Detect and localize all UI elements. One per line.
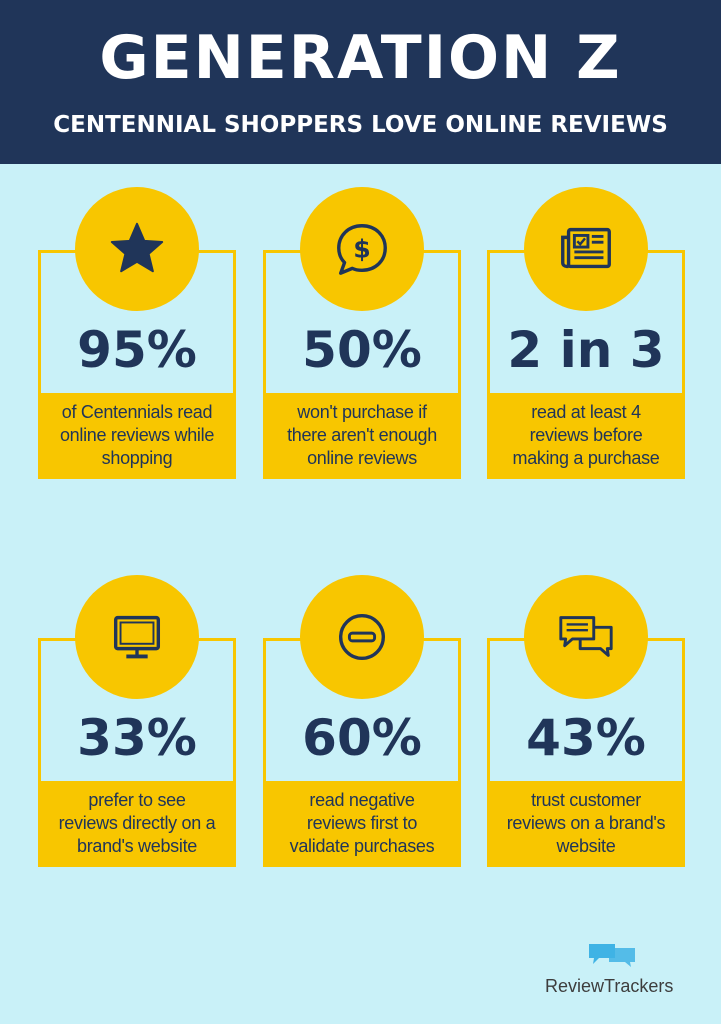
speech-bubbles-logo-icon bbox=[589, 944, 635, 967]
stat-value: 95% bbox=[77, 321, 197, 379]
stat-description-box: read at least 4 reviews before making a … bbox=[487, 393, 685, 477]
stat-value: 60% bbox=[302, 709, 422, 767]
stat-card: $ 50% won't purchase if there aren't eno… bbox=[263, 187, 461, 479]
stat-value: 43% bbox=[526, 709, 646, 767]
stat-card: 2 in 3 read at least 4 reviews before ma… bbox=[487, 187, 685, 479]
chat-bubbles-icon bbox=[559, 616, 613, 657]
stat-description: prefer to see reviews directly on a bran… bbox=[58, 789, 216, 856]
dollar-speech-bubble-icon: $ bbox=[337, 224, 387, 275]
header-banner: GENERATION Z CENTENNIAL SHOPPERS LOVE ON… bbox=[0, 0, 721, 164]
stat-card: 60% read negative reviews first to valid… bbox=[263, 575, 461, 867]
stat-card: 43% trust customer reviews on a brand's … bbox=[487, 575, 685, 867]
stat-card: 33% prefer to see reviews directly on a … bbox=[38, 575, 236, 867]
stat-description-box: read negative reviews first to validate … bbox=[263, 781, 461, 865]
stat-card: 95% of Centennials read online reviews w… bbox=[38, 187, 236, 479]
svg-text:$: $ bbox=[353, 235, 371, 264]
newspaper-icon bbox=[561, 227, 611, 269]
stat-description: won't purchase if there aren't enough on… bbox=[287, 401, 437, 468]
stat-value: 50% bbox=[302, 321, 422, 379]
stat-description-box: of Centennials read online reviews while… bbox=[38, 393, 236, 477]
minus-circle-icon bbox=[338, 613, 386, 661]
icon-circle bbox=[75, 187, 199, 311]
stat-description-box: prefer to see reviews directly on a bran… bbox=[38, 781, 236, 865]
computer-monitor-icon bbox=[113, 615, 161, 659]
stat-value: 2 in 3 bbox=[507, 321, 665, 379]
brand-name: ReviewTrackers bbox=[545, 976, 674, 996]
stat-value: 33% bbox=[77, 709, 197, 767]
stat-description-box: trust customer reviews on a brand's webs… bbox=[487, 781, 685, 865]
stat-description-box: won't purchase if there aren't enough on… bbox=[263, 393, 461, 477]
page-title: GENERATION Z bbox=[99, 23, 622, 93]
page-subtitle: CENTENNIAL SHOPPERS LOVE ONLINE REVIEWS bbox=[53, 112, 668, 138]
icon-circle bbox=[75, 575, 199, 699]
icon-circle bbox=[524, 575, 648, 699]
stat-description: trust customer reviews on a brand's webs… bbox=[506, 789, 666, 856]
icon-circle bbox=[524, 187, 648, 311]
stat-description: read negative reviews first to validate … bbox=[289, 789, 435, 856]
star-icon bbox=[110, 222, 164, 273]
icon-circle bbox=[300, 575, 424, 699]
brand-logo: ReviewTrackers bbox=[545, 942, 685, 1002]
icon-circle: $ bbox=[300, 187, 424, 311]
stat-description: of Centennials read online reviews while… bbox=[59, 401, 215, 468]
stat-description: read at least 4 reviews before making a … bbox=[512, 401, 660, 468]
